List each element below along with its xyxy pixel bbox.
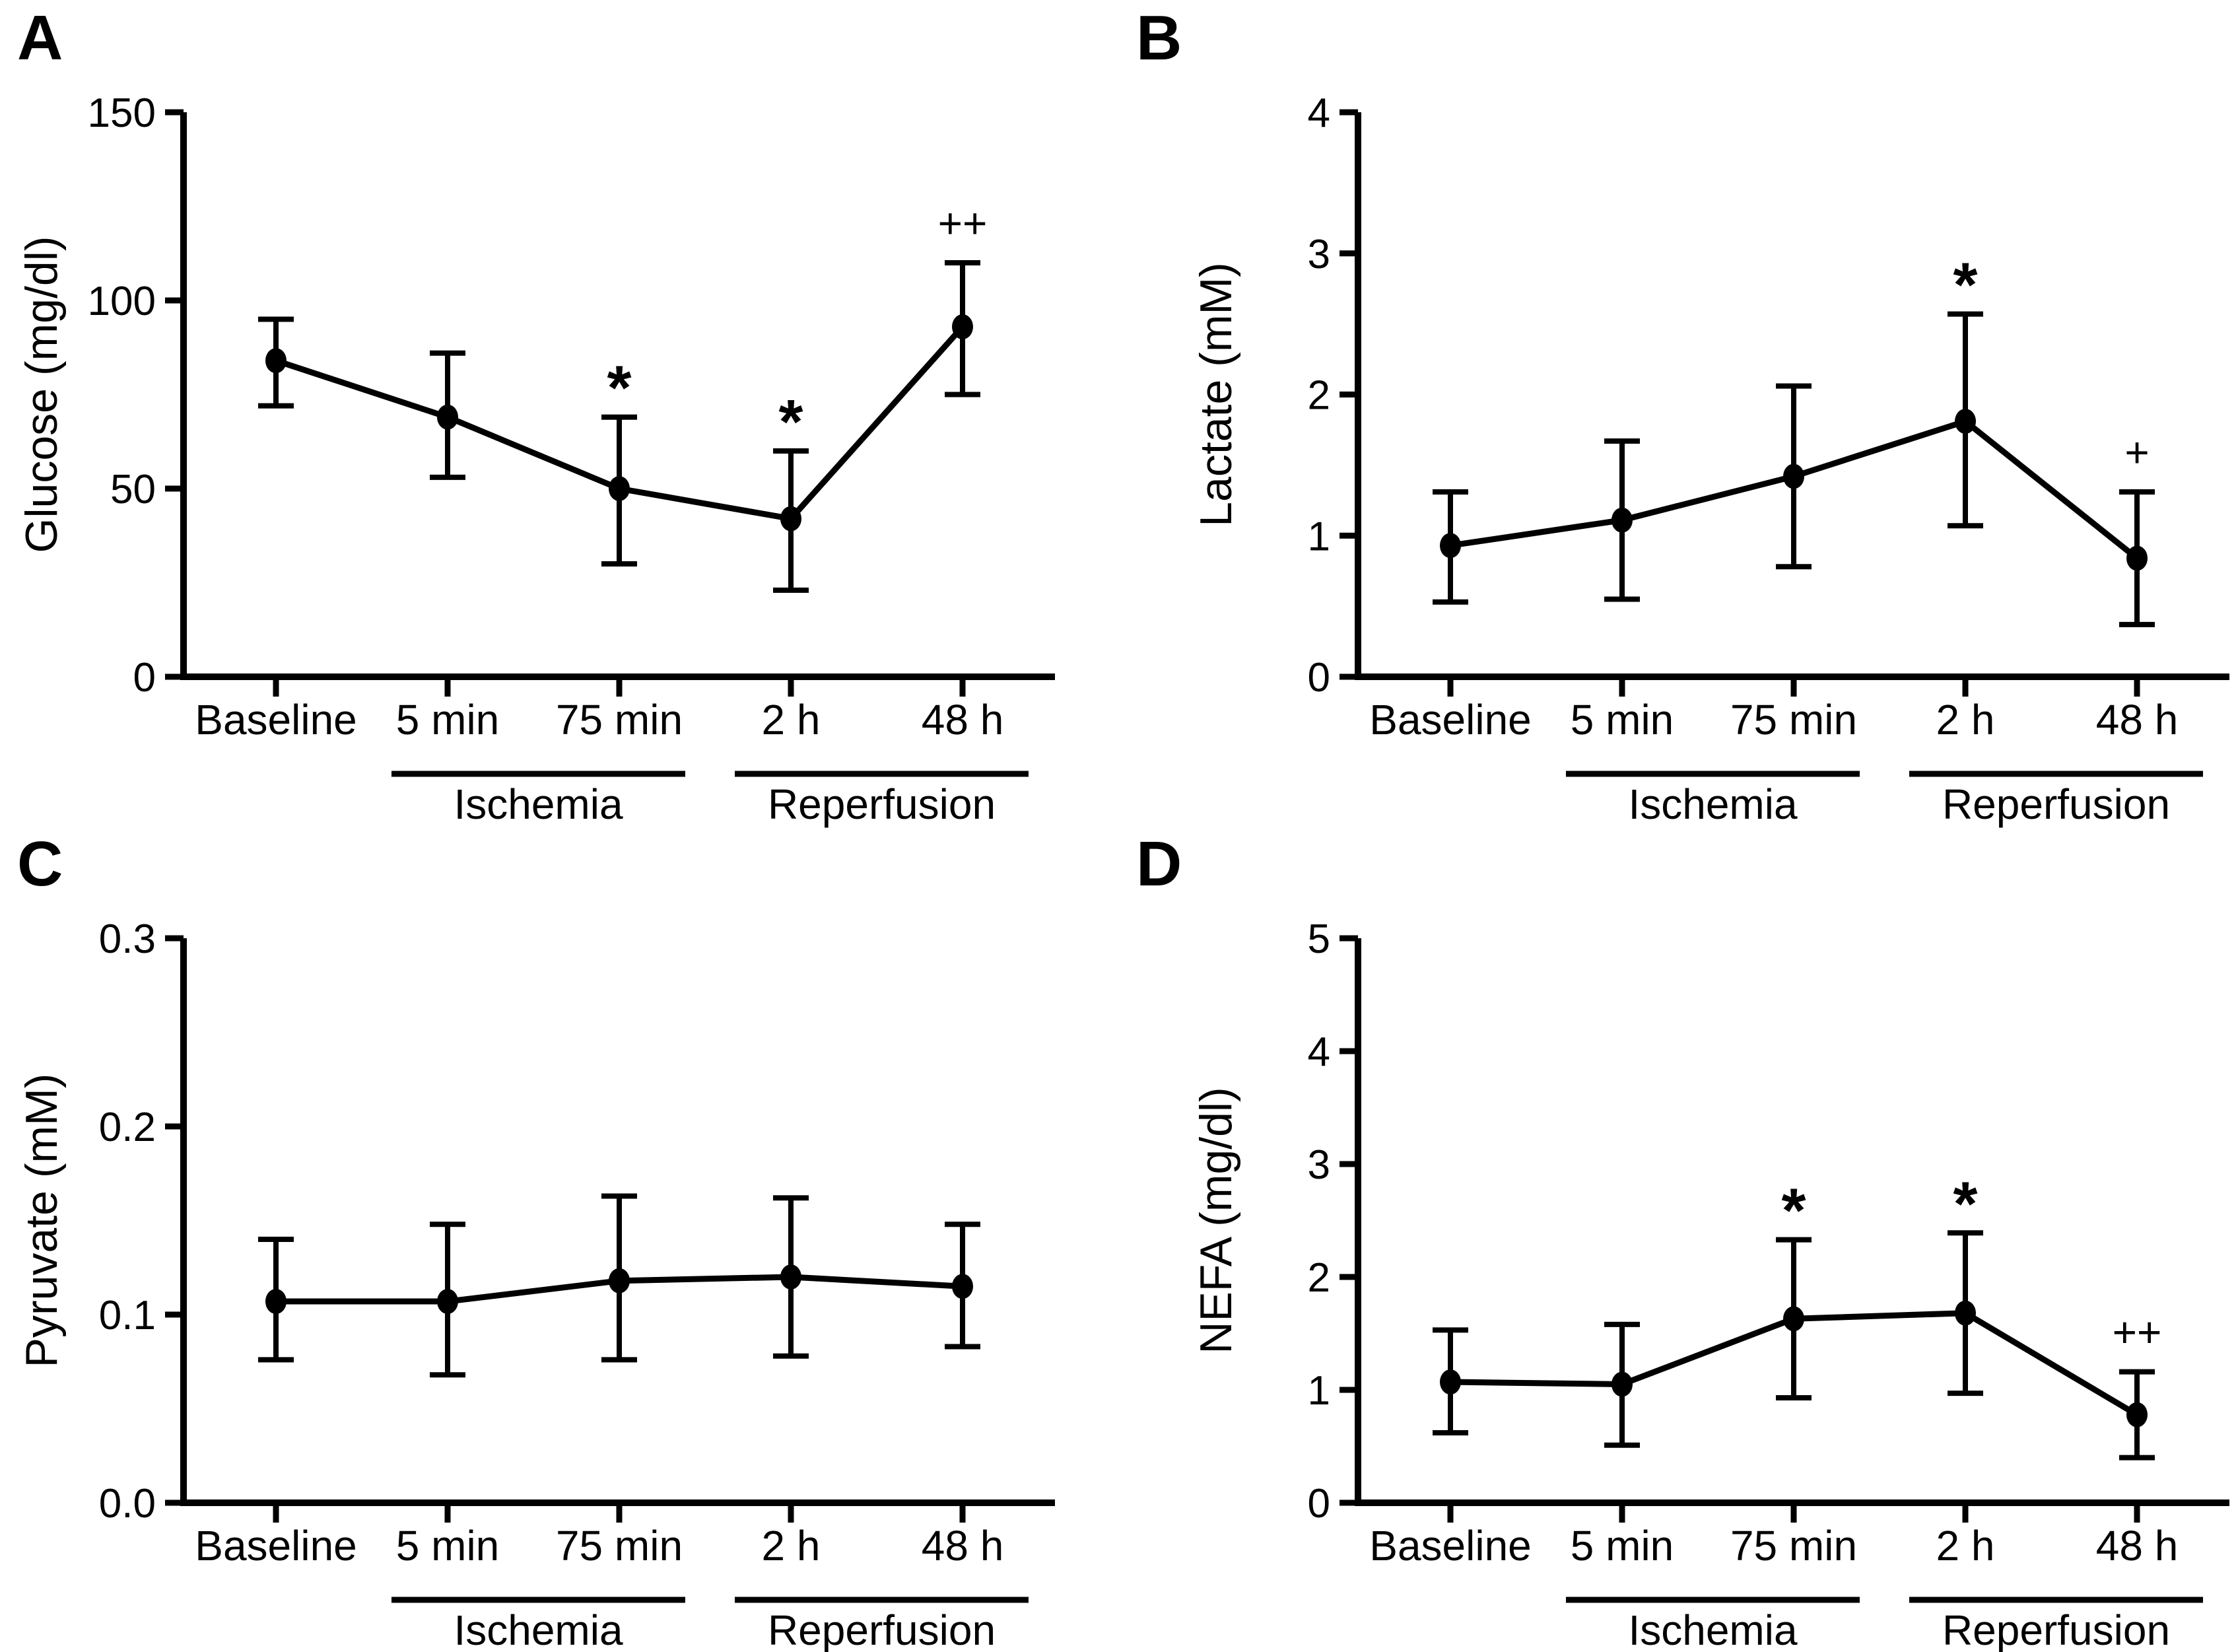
svg-text:Reperfusion: Reperfusion	[1942, 1606, 2170, 1652]
svg-text:Ischemia: Ischemia	[1628, 1606, 1798, 1652]
svg-text:Ischemia: Ischemia	[454, 1606, 623, 1652]
panel-a-glucose: A 0 50 100 150 Baseline 5 min 75 min 2 h 48 h * * +…	[0, 0, 1119, 828]
svg-text:3: 3	[1308, 232, 1330, 277]
svg-text:150: 150	[88, 90, 156, 136]
svg-text:Pyruvate (mM): Pyruvate (mM)	[17, 1074, 67, 1368]
svg-text:75 min: 75 min	[556, 696, 683, 743]
svg-text:5 min: 5 min	[396, 696, 500, 743]
lactate-line-chart: 0 1 2 3 4 Baseline 5 min 75 min 2 h 48 h * + Ischemi…	[1191, 90, 2229, 828]
svg-text:Reperfusion: Reperfusion	[1942, 780, 2170, 828]
panel-letter-d: D	[1136, 829, 1182, 899]
panel-letter-b: B	[1136, 3, 1182, 73]
svg-text:+: +	[2124, 429, 2149, 476]
svg-text:Baseline: Baseline	[1369, 1522, 1532, 1569]
svg-text:++: ++	[2113, 1309, 2162, 1356]
svg-text:4: 4	[1308, 90, 1330, 136]
panel-d-nefa: D 0 1 2 3 4 5 Baseline 5 min 75 min 2 h 48 h * * ++ Is…	[1119, 826, 2238, 1652]
svg-text:5 min: 5 min	[396, 1522, 500, 1569]
svg-text:Ischemia: Ischemia	[454, 780, 623, 828]
svg-text:Baseline: Baseline	[1369, 696, 1532, 743]
svg-text:0.0: 0.0	[99, 1481, 156, 1527]
svg-text:75 min: 75 min	[556, 1522, 683, 1569]
svg-text:3: 3	[1308, 1142, 1330, 1188]
svg-text:48 h: 48 h	[2096, 1522, 2179, 1569]
svg-text:48 h: 48 h	[2096, 696, 2179, 743]
svg-text:Ischemia: Ischemia	[1628, 780, 1798, 828]
svg-text:100: 100	[88, 279, 156, 324]
svg-text:75 min: 75 min	[1730, 1522, 1857, 1569]
svg-text:*: *	[1782, 1176, 1806, 1246]
svg-text:Baseline: Baseline	[195, 696, 357, 743]
pyruvate-line-chart: 0.0 0.1 0.2 0.3 Baseline 5 min 75 min 2 h 48 h Is…	[17, 916, 1055, 1652]
nefa-line-chart: 0 1 2 3 4 5 Baseline 5 min 75 min 2 h 48 h * * ++ Isch…	[1191, 916, 2229, 1652]
svg-text:48 h: 48 h	[922, 1522, 1004, 1569]
svg-text:*: *	[1953, 1169, 1978, 1239]
svg-text:4: 4	[1308, 1029, 1330, 1075]
panel-letter-c: C	[17, 829, 63, 899]
svg-text:*: *	[1953, 250, 1978, 320]
svg-text:1: 1	[1308, 1368, 1330, 1414]
svg-text:0.2: 0.2	[99, 1105, 156, 1150]
svg-text:0: 0	[133, 655, 156, 701]
svg-text:48 h: 48 h	[922, 696, 1004, 743]
svg-text:5 min: 5 min	[1571, 696, 1674, 743]
svg-text:Baseline: Baseline	[195, 1522, 357, 1569]
svg-text:5: 5	[1308, 916, 1330, 962]
svg-text:75 min: 75 min	[1730, 696, 1857, 743]
svg-text:0.1: 0.1	[99, 1293, 156, 1338]
panel-c-pyruvate: C 0.0 0.1 0.2 0.3 Baseline 5 min 75 min 2 h 48 h…	[0, 826, 1119, 1652]
svg-text:*: *	[607, 353, 632, 423]
svg-text:2 h: 2 h	[1936, 1522, 1995, 1569]
svg-text:Reperfusion: Reperfusion	[768, 1606, 996, 1652]
svg-text:50: 50	[110, 467, 156, 512]
svg-text:0: 0	[1308, 655, 1330, 701]
svg-text:0: 0	[1308, 1481, 1330, 1527]
svg-text:NEFA (mg/dl): NEFA (mg/dl)	[1191, 1087, 1241, 1354]
svg-text:2: 2	[1308, 373, 1330, 419]
panel-letter-a: A	[17, 3, 63, 73]
svg-text:5 min: 5 min	[1571, 1522, 1674, 1569]
svg-text:Lactate (mM): Lactate (mM)	[1191, 262, 1241, 527]
svg-text:++: ++	[938, 199, 988, 247]
svg-text:*: *	[779, 387, 803, 457]
svg-text:Glucose (mg/dl): Glucose (mg/dl)	[17, 236, 67, 553]
svg-text:2 h: 2 h	[762, 696, 821, 743]
svg-text:0.3: 0.3	[99, 916, 156, 962]
glucose-line-chart: 0 50 100 150 Baseline 5 min 75 min 2 h 48 h * * ++ I…	[17, 90, 1055, 828]
svg-text:2 h: 2 h	[762, 1522, 821, 1569]
panel-b-lactate: B 0 1 2 3 4 Baseline 5 min 75 min 2 h 48 h * + Ische…	[1119, 0, 2238, 828]
svg-text:2 h: 2 h	[1936, 696, 1995, 743]
svg-text:2: 2	[1308, 1255, 1330, 1301]
svg-text:1: 1	[1308, 514, 1330, 559]
svg-text:Reperfusion: Reperfusion	[768, 780, 996, 828]
